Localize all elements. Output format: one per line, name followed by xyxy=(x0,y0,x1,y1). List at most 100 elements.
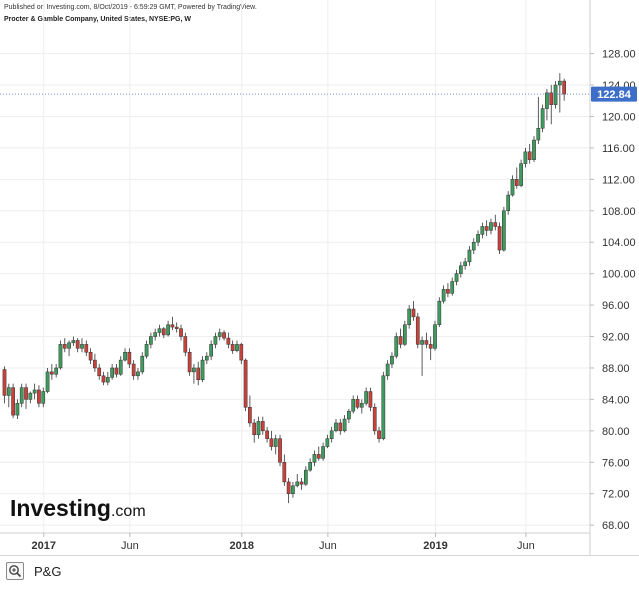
candle xyxy=(252,419,257,443)
candle xyxy=(174,322,179,333)
candle xyxy=(471,238,476,254)
price-axis: 128.00124.00120.00116.00112.00108.00104.… xyxy=(590,49,636,532)
candle-body xyxy=(230,344,235,351)
candle-body xyxy=(441,289,446,302)
candle xyxy=(536,96,541,144)
candle-body xyxy=(467,249,472,263)
candle xyxy=(454,269,459,286)
candle xyxy=(136,367,140,380)
candle-body xyxy=(273,438,278,447)
candle xyxy=(484,220,489,236)
zoom-button[interactable] xyxy=(6,562,24,580)
candle xyxy=(265,426,269,443)
candle-body xyxy=(24,387,28,400)
candle xyxy=(32,383,37,400)
candle xyxy=(286,477,291,504)
candle-body xyxy=(153,332,158,337)
candle xyxy=(243,358,248,412)
candle-body xyxy=(118,359,123,375)
candle-body xyxy=(243,359,248,408)
candle-body xyxy=(355,399,360,408)
candle xyxy=(381,371,386,441)
candle xyxy=(364,387,368,406)
candle-body xyxy=(269,438,274,447)
candle xyxy=(222,330,226,341)
candle xyxy=(540,104,545,133)
candle xyxy=(157,324,162,337)
y-tick-label: 96.00 xyxy=(602,300,630,312)
candle xyxy=(312,450,317,467)
candle-body xyxy=(553,84,558,105)
candle xyxy=(153,328,158,341)
candle-body xyxy=(312,454,317,463)
candle-body xyxy=(157,328,162,333)
candle xyxy=(527,143,532,164)
candle xyxy=(41,387,46,408)
candle xyxy=(149,332,153,349)
y-tick-label: 84.00 xyxy=(602,394,630,406)
candle xyxy=(437,297,442,328)
candle xyxy=(50,364,54,380)
candle-body xyxy=(45,371,50,392)
candle xyxy=(118,356,123,376)
candle xyxy=(545,88,549,121)
candle-body xyxy=(304,469,308,485)
candle xyxy=(123,348,127,362)
candle-body xyxy=(54,367,59,375)
candle xyxy=(200,356,205,383)
candle-body xyxy=(458,265,463,274)
candle-body xyxy=(411,308,416,318)
candle-body xyxy=(174,326,179,329)
candle xyxy=(235,340,239,353)
candle xyxy=(342,415,347,433)
candle-body xyxy=(351,399,356,412)
candle xyxy=(248,395,252,427)
candle xyxy=(71,336,76,346)
candle xyxy=(532,136,536,163)
candle xyxy=(321,442,325,461)
y-tick-label: 116.00 xyxy=(602,143,635,155)
candle xyxy=(15,399,20,420)
candle-body xyxy=(398,336,403,345)
candle-body xyxy=(187,351,192,373)
candle-body xyxy=(385,363,390,377)
candle xyxy=(209,340,213,361)
candle xyxy=(28,391,33,404)
candle xyxy=(304,466,308,486)
candle-body xyxy=(239,344,244,361)
candle-body xyxy=(84,344,89,353)
x-tick-label: 2019 xyxy=(423,540,447,552)
candle xyxy=(562,78,566,101)
candle-body xyxy=(80,344,84,349)
candle-body xyxy=(286,481,291,494)
candle-body xyxy=(204,355,209,361)
candle-body xyxy=(325,438,330,447)
ticker-label: P&G xyxy=(34,564,62,579)
candle xyxy=(377,426,381,443)
candle xyxy=(316,446,321,461)
candle-body xyxy=(506,194,511,212)
candle-body xyxy=(420,340,424,345)
candle xyxy=(514,167,519,189)
candle xyxy=(204,352,209,365)
candle xyxy=(372,403,377,435)
candle-body xyxy=(377,430,381,439)
candle-body xyxy=(11,387,15,416)
y-tick-label: 80.00 xyxy=(602,426,630,438)
candle-body xyxy=(316,454,321,459)
candle-body xyxy=(170,324,175,328)
candle xyxy=(269,430,274,451)
candle xyxy=(2,366,7,404)
candle xyxy=(11,383,15,419)
candle-body xyxy=(282,462,287,483)
candle xyxy=(62,338,67,353)
candle-body xyxy=(489,222,493,231)
candle xyxy=(403,320,407,346)
symbol-title: Procter & Gamble Company, United States,… xyxy=(4,16,191,23)
candle xyxy=(433,320,437,351)
candle xyxy=(295,474,300,488)
candle xyxy=(256,416,261,439)
candle-body xyxy=(334,422,338,432)
candle-body xyxy=(67,342,71,349)
candle-body xyxy=(510,179,515,196)
